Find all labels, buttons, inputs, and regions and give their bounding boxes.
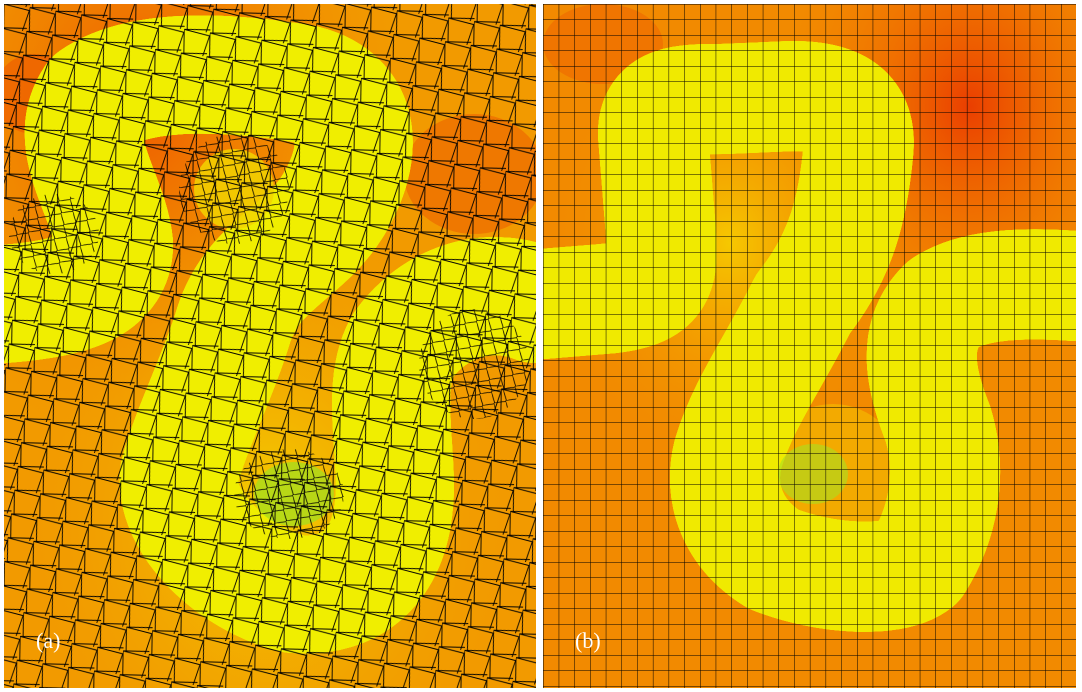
panel-b-structured-grid: (b)	[541, 4, 1076, 688]
panel-b-label: (b)	[575, 628, 601, 653]
grid-overlay	[543, 4, 1076, 688]
panel-a-unstructured-mesh: (a)	[4, 4, 536, 688]
panel-a-field-plot	[4, 4, 536, 688]
panel-a-label: (a)	[36, 628, 61, 653]
panel-b-field-plot	[543, 4, 1076, 688]
